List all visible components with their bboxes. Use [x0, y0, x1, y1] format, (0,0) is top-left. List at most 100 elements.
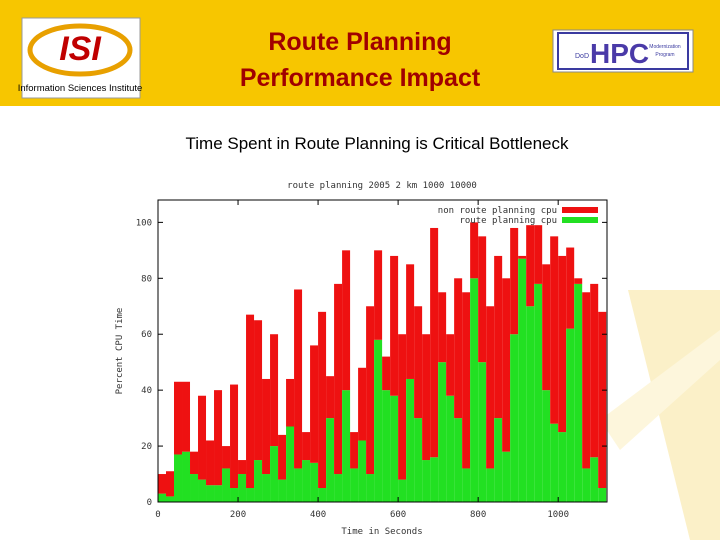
bar-segment [342, 390, 351, 502]
bar-segment [398, 334, 407, 480]
bar-segment [182, 381, 191, 452]
bar-segment [254, 460, 263, 502]
bar-segment [190, 474, 199, 502]
bar-segment [222, 468, 231, 502]
bar-segment [270, 334, 279, 447]
bar-segment [366, 306, 375, 475]
x-axis-label: Time in Seconds [341, 527, 422, 537]
bar-segment [446, 395, 455, 502]
bar-segment [390, 395, 399, 502]
y-tick-label: 100 [136, 218, 152, 228]
bar-segment [246, 488, 255, 502]
bar-segment [598, 488, 607, 502]
x-tick-label: 800 [470, 510, 486, 520]
bar-segment [598, 311, 607, 489]
bar-segment [342, 250, 351, 391]
bar-segment [174, 454, 183, 502]
bar-segment [494, 255, 503, 419]
bar-segment [526, 225, 535, 307]
bar-segment [478, 236, 487, 363]
bar-segment [590, 283, 599, 458]
bar-segment [174, 381, 183, 455]
bar-segment [318, 311, 327, 489]
bar-segment [222, 446, 231, 469]
bar-segment [534, 283, 543, 502]
bar-segment [430, 457, 439, 502]
bar-segment [486, 468, 495, 502]
bar-segment [270, 446, 279, 502]
bar-segment [406, 264, 415, 379]
bar-segment [390, 255, 399, 396]
bar-segment [382, 390, 391, 502]
bar-segment [350, 432, 359, 469]
bar-segment [206, 485, 215, 502]
bar-segment [358, 367, 367, 441]
bar-segment [462, 468, 471, 502]
bar-segment [550, 423, 559, 502]
logo-tag: Modernization [649, 44, 681, 50]
bar-segment [582, 468, 591, 502]
bar-segment [462, 292, 471, 469]
bar-segment [190, 451, 199, 475]
bar-segment [510, 334, 519, 502]
left-logo [21, 17, 141, 99]
legend-swatch [562, 207, 598, 213]
bar-segment [262, 474, 271, 502]
logo-swoosh [27, 23, 133, 77]
bar-segment [510, 227, 519, 335]
bar-segment [238, 474, 247, 502]
bar-segment [534, 225, 543, 284]
bar-segment [158, 493, 167, 502]
bar-segment [446, 334, 455, 396]
x-tick-label: 200 [230, 510, 246, 520]
x-tick-label: 1000 [547, 510, 569, 520]
bar-segment [374, 339, 383, 502]
logo-frame [557, 32, 689, 70]
bar-segment [582, 292, 591, 469]
bar-segment [454, 418, 463, 502]
bar-segment [550, 236, 559, 424]
bar-segment [254, 320, 263, 461]
bar-segment [334, 474, 343, 502]
x-tick-label: 400 [310, 510, 326, 520]
bar-segment [302, 432, 311, 461]
bar-segment [566, 328, 575, 502]
bar-segment [470, 278, 479, 502]
bar-segment [278, 434, 287, 480]
bar-segment [494, 418, 503, 502]
bar-segment [454, 278, 463, 419]
bar-segment [238, 460, 247, 475]
bar-segment [590, 457, 599, 502]
bar-segment [382, 356, 391, 391]
bar-segment [574, 283, 583, 502]
bar-segment [166, 496, 175, 502]
bar-segment [486, 306, 495, 469]
bar-segment [326, 418, 335, 502]
bar-segment [422, 460, 431, 502]
logo-caption: Information Sciences Institute [18, 83, 143, 94]
bar-segment [302, 460, 311, 502]
bar-segment [198, 395, 207, 480]
bar-segment [358, 440, 367, 502]
bar-segment [438, 292, 447, 363]
legend-swatch [562, 217, 598, 223]
bar-segment [286, 378, 295, 427]
bar-segment [422, 334, 431, 461]
bar-segment [438, 362, 447, 502]
bar-segment [502, 278, 511, 452]
bar-segment [366, 474, 375, 502]
decoration [600, 330, 720, 450]
bar-segment [542, 264, 551, 391]
plot-frame [157, 199, 608, 503]
y-tick-label: 20 [141, 442, 152, 452]
bar-segment [502, 451, 511, 502]
bar-segment [182, 451, 191, 502]
bar-segment [166, 471, 175, 497]
slide-title: Performance Impact [240, 64, 481, 92]
chart-title: route planning 2005 2 km 1000 10000 [287, 181, 477, 191]
bar-segment [334, 283, 343, 475]
bar-segment [310, 345, 319, 463]
bar-segment [558, 432, 567, 502]
bar-segment [542, 390, 551, 502]
